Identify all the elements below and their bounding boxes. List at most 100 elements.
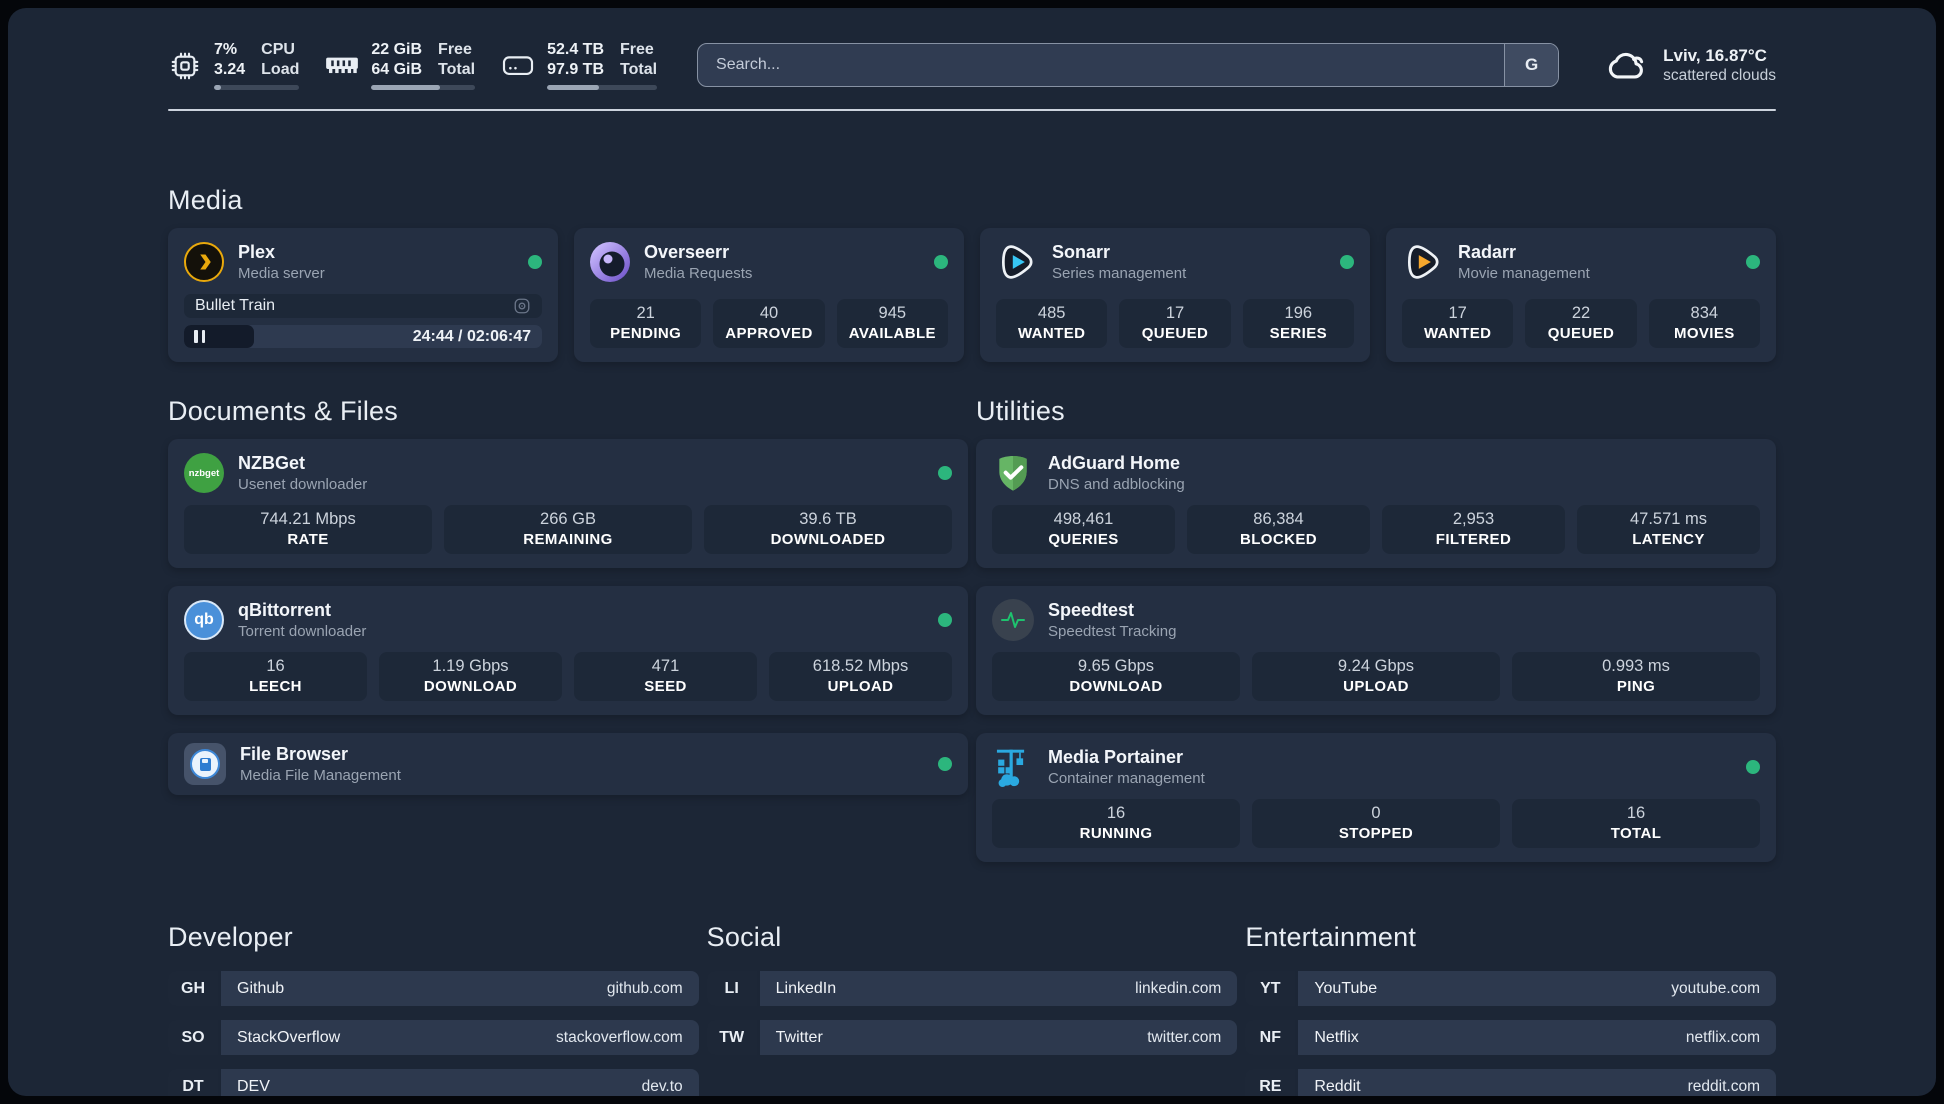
link-url: reddit.com	[1687, 1077, 1760, 1095]
stat-tile: 39.6 TB DOWNLOADED	[704, 505, 952, 554]
developer-section: Developer GH Github github.com SO StackO…	[168, 922, 699, 1096]
stat-tile: 2,953 FILTERED	[1382, 505, 1565, 554]
stat-tile: 22 QUEUED	[1525, 299, 1637, 348]
stat-tile: 471 SEED	[574, 652, 757, 701]
section-title-utilities: Utilities	[976, 396, 1065, 426]
search-bar: G	[697, 43, 1560, 87]
link-dev[interactable]: DT DEV dev.to	[168, 1069, 699, 1096]
link-youtube[interactable]: YT YouTube youtube.com	[1245, 971, 1776, 1006]
link-badge: GH	[168, 971, 218, 1006]
stat-tile: 16 LEECH	[184, 652, 367, 701]
pause-icon[interactable]	[194, 330, 205, 344]
app-subtitle: Media Requests	[644, 265, 753, 282]
disk-total-label: Total	[620, 61, 658, 78]
plex-card[interactable]: Plex Media server Bullet Train	[168, 228, 558, 362]
radarr-icon	[1402, 241, 1444, 283]
stat-tile: 9.24 Gbps UPLOAD	[1252, 652, 1500, 701]
section-title-media: Media	[168, 185, 243, 215]
link-name: Github	[237, 979, 285, 997]
overseerr-card[interactable]: Overseerr Media Requests 21 PENDING 40 A…	[574, 228, 964, 362]
status-dot	[528, 255, 542, 269]
speedtest-card[interactable]: Speedtest Speedtest Tracking 9.65 Gbps D…	[976, 586, 1776, 715]
stat-tile: 86,384 BLOCKED	[1187, 505, 1370, 554]
link-reddit[interactable]: RE Reddit reddit.com	[1245, 1069, 1776, 1096]
link-netflix[interactable]: NF Netflix netflix.com	[1245, 1020, 1776, 1055]
adguard-card[interactable]: AdGuard Home DNS and adblocking 498,461 …	[976, 439, 1776, 568]
search-input[interactable]	[698, 44, 1505, 86]
app-subtitle: Media server	[238, 265, 325, 282]
link-twitter[interactable]: TW Twitter twitter.com	[706, 1020, 1238, 1055]
status-dot	[1746, 760, 1760, 774]
cpu-percent: 7%	[214, 41, 238, 58]
topbar: 7% 3.24 CPU Load	[8, 8, 1936, 92]
app-subtitle: Speedtest Tracking	[1048, 623, 1177, 640]
link-name: Reddit	[1314, 1077, 1361, 1095]
stat-tile: 0.993 ms PING	[1512, 652, 1760, 701]
status-dot	[938, 613, 952, 627]
ram-free-label: Free	[438, 41, 472, 58]
sonarr-card[interactable]: Sonarr Series management 485 WANTED 17 Q…	[980, 228, 1370, 362]
stat-tile: 834 MOVIES	[1648, 299, 1760, 348]
link-url: twitter.com	[1147, 1028, 1222, 1046]
link-linkedin[interactable]: LI LinkedIn linkedin.com	[706, 971, 1238, 1006]
portainer-crane-icon	[992, 746, 1034, 788]
link-name: LinkedIn	[775, 979, 837, 997]
stat-tile: 16 TOTAL	[1512, 799, 1760, 848]
nzbget-card[interactable]: nzbget NZBGet Usenet downloader 744.21 M…	[168, 439, 968, 568]
stat-tile: 16 RUNNING	[992, 799, 1240, 848]
cloud-icon	[1603, 46, 1649, 84]
stat-tile: 47.571 ms LATENCY	[1577, 505, 1760, 554]
stat-tile: 945 AVAILABLE	[836, 299, 948, 348]
load-label: Load	[261, 61, 300, 78]
app-name: qBittorrent	[238, 600, 331, 620]
weather-condition: scattered clouds	[1663, 66, 1776, 84]
sonarr-icon	[996, 241, 1038, 283]
stat-tile: 1.19 Gbps DOWNLOAD	[379, 652, 562, 701]
status-dot	[1340, 255, 1354, 269]
stat-tile: 0 STOPPED	[1252, 799, 1500, 848]
status-dot	[938, 757, 952, 771]
radarr-card[interactable]: Radarr Movie management 17 WANTED 22 QUE…	[1386, 228, 1776, 362]
now-playing-title: Bullet Train	[195, 297, 276, 315]
cpu-icon	[168, 50, 202, 80]
link-url: github.com	[606, 979, 683, 997]
stat-tile: 485 WANTED	[996, 299, 1108, 348]
stat-tile: 40 APPROVED	[713, 299, 825, 348]
stream-select-icon[interactable]	[513, 297, 531, 315]
disk-progress-bar	[547, 85, 658, 90]
app-subtitle: Usenet downloader	[238, 476, 368, 493]
link-name: YouTube	[1314, 979, 1378, 997]
link-stackoverflow[interactable]: SO StackOverflow stackoverflow.com	[168, 1020, 699, 1055]
memory-stat: 22 GiB 64 GiB Free Total	[325, 40, 476, 90]
social-section: Social LI LinkedIn linkedin.com TW Twitt…	[706, 922, 1238, 1096]
ram-progress-bar	[371, 85, 476, 90]
app-subtitle: Movie management	[1458, 265, 1590, 282]
ram-free-value: 22 GiB	[371, 41, 423, 58]
disk-total-value: 97.9 TB	[547, 61, 604, 78]
plex-icon	[184, 242, 224, 282]
filebrowser-card[interactable]: File Browser Media File Management	[168, 733, 968, 795]
disk-free-value: 52.4 TB	[547, 41, 604, 58]
media-card-row: Plex Media server Bullet Train	[168, 228, 1776, 362]
app-subtitle: DNS and adblocking	[1048, 476, 1185, 493]
section-title-social: Social	[706, 922, 782, 952]
stat-tile: 21 PENDING	[590, 299, 702, 348]
section-title-developer: Developer	[168, 922, 293, 952]
link-name: Netflix	[1314, 1028, 1359, 1046]
cpu-progress-bar	[214, 85, 300, 90]
disk-icon	[501, 50, 535, 80]
filebrowser-icon	[184, 743, 226, 785]
link-name: Twitter	[775, 1028, 823, 1046]
disk-stat: 52.4 TB 97.9 TB Free Total	[501, 40, 658, 90]
app-subtitle: Media File Management	[240, 767, 401, 784]
now-playing-title-bar: Bullet Train	[184, 294, 542, 319]
search-engine-button[interactable]: G	[1504, 44, 1559, 86]
stat-tile: 17 WANTED	[1402, 299, 1514, 348]
link-url: dev.to	[641, 1077, 683, 1095]
app-subtitle: Series management	[1052, 265, 1187, 282]
link-badge: SO	[168, 1020, 218, 1055]
link-github[interactable]: GH Github github.com	[168, 971, 699, 1006]
qbittorrent-card[interactable]: qb qBittorrent Torrent downloader 16 LEE…	[168, 586, 968, 715]
link-badge: DT	[168, 1069, 218, 1096]
portainer-card[interactable]: Media Portainer Container management 16 …	[976, 733, 1776, 862]
